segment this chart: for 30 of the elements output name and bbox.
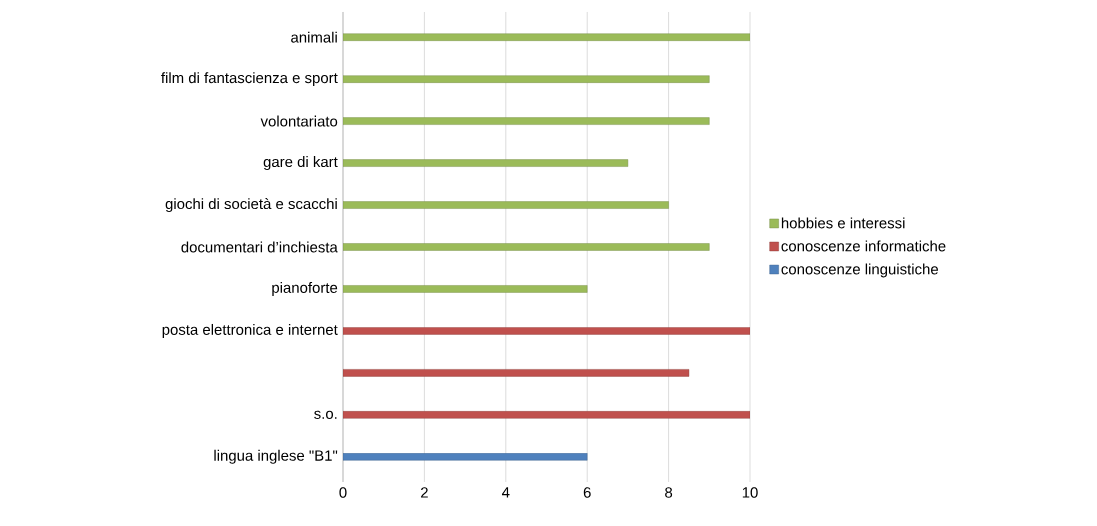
x-tick-label: 0 [339, 487, 347, 498]
y-tick-label: posta elettronica e internet [162, 323, 338, 338]
y-tick-label: film di fantascienza e sport [161, 72, 338, 87]
y-tick-label: s.o. [314, 410, 337, 419]
x-tick-label: 2 [421, 487, 428, 498]
y-tick-label: documentari d’inchiesta [181, 241, 338, 253]
legend-label: hobbies e interessi [781, 217, 905, 229]
bar [343, 159, 629, 167]
bar [343, 285, 588, 293]
legend-label: conoscenze informatiche [781, 240, 946, 252]
y-tick-label: gare di kart [263, 156, 338, 171]
bar [343, 75, 710, 83]
y-tick-label: volontariato [260, 115, 338, 127]
y-tick-label: pianoforte [272, 282, 338, 296]
bar [343, 369, 690, 377]
y-tick-label: animali [291, 31, 337, 43]
bar [343, 201, 669, 209]
bar [343, 243, 710, 251]
x-tick-label: 6 [583, 487, 591, 498]
y-tick-label: lingua inglese "B1" [214, 449, 338, 464]
legend-label: conoscenze linguistiche [781, 263, 938, 278]
x-tick-label: 8 [665, 487, 673, 498]
y-tick-label: giochi di società e scacchi [165, 197, 337, 213]
bar [343, 117, 710, 125]
bar [343, 411, 751, 419]
x-tick-label: 10 [742, 487, 758, 498]
x-tick-label: 4 [501, 487, 510, 498]
bar [343, 327, 751, 335]
bar [343, 33, 751, 41]
bar [343, 453, 588, 461]
